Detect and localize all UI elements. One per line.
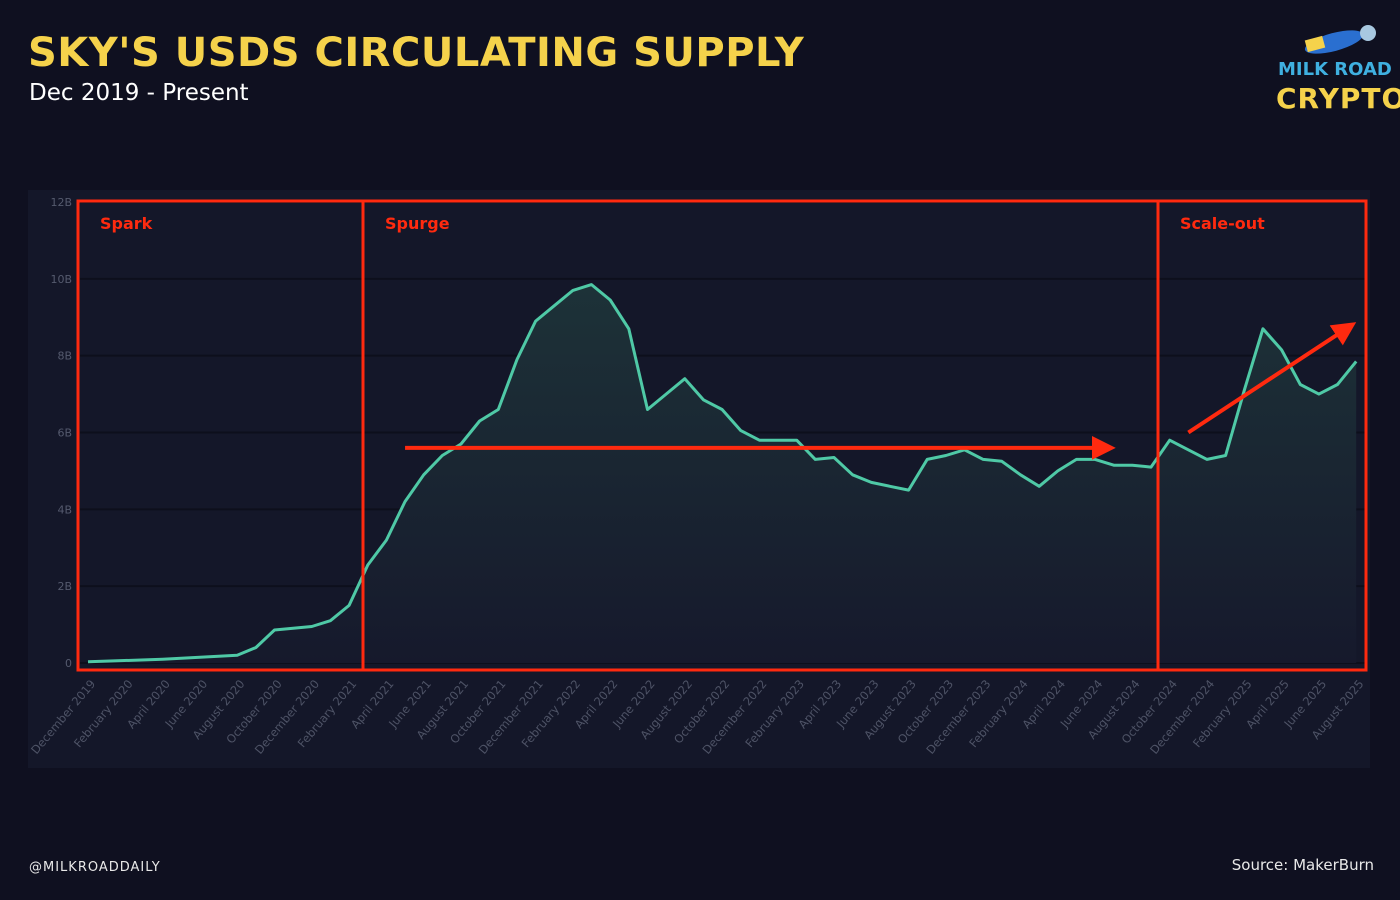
mascot-icon: [1304, 25, 1376, 54]
region-box-scale-out: [1156, 199, 1368, 672]
y-tick-label: 2B: [57, 580, 72, 593]
y-tick-label: 10B: [50, 273, 72, 286]
chart-title: SKY'S USDS CIRCULATING SUPPLY: [28, 30, 805, 76]
y-tick-label: 8B: [57, 350, 72, 363]
milk-road-logo: MILK ROAD CRYPTO: [1272, 22, 1400, 122]
chart-subtitle: Dec 2019 - Present: [29, 80, 249, 106]
region-label: Spurge: [385, 214, 450, 233]
y-tick-label: 0: [65, 657, 72, 670]
y-tick-label: 4B: [57, 503, 72, 516]
region-label: Spark: [100, 214, 153, 233]
supply-line: [87, 283, 1358, 664]
trend-arrow-up: [1187, 322, 1357, 435]
region-label: Scale-out: [1180, 214, 1265, 233]
area-fill: [88, 284, 1357, 663]
logo-line2: CRYPTO: [1276, 82, 1400, 115]
twitter-handle: @MILKROADDAILY: [29, 860, 161, 875]
y-tick-label: 12B: [50, 196, 72, 209]
logo-line1: MILK ROAD: [1278, 59, 1392, 80]
source-note: Source: MakerBurn: [1231, 856, 1374, 874]
y-tick-label: 6B: [57, 427, 72, 440]
